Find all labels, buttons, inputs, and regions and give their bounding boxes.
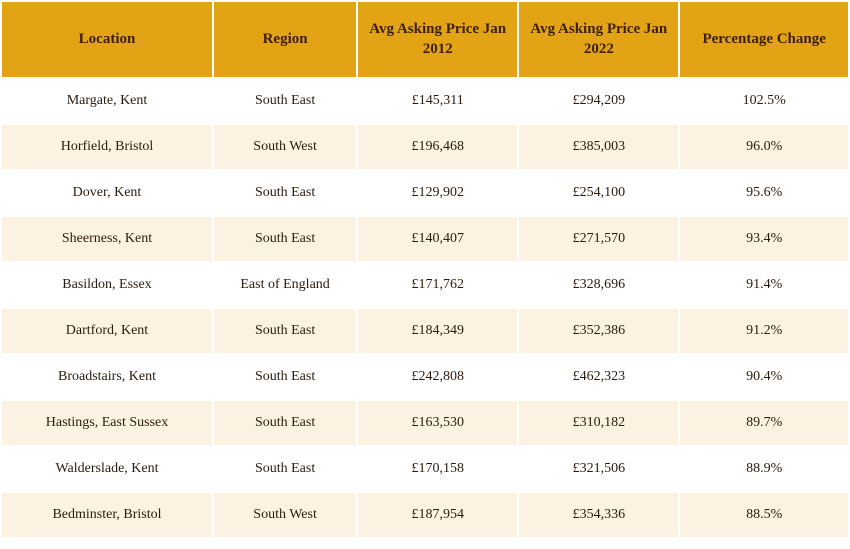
- table-row: Margate, KentSouth East£145,311£294,2091…: [1, 78, 849, 124]
- table-row: Bedminster, BristolSouth West£187,954£35…: [1, 492, 849, 538]
- price-change-table: Location Region Avg Asking Price Jan 201…: [0, 0, 850, 539]
- cell-location: Bedminster, Bristol: [1, 492, 213, 538]
- cell-price-2022: £462,323: [518, 354, 679, 400]
- cell-percentage-change: 96.0%: [679, 124, 849, 170]
- cell-region: South West: [213, 124, 357, 170]
- cell-location: Broadstairs, Kent: [1, 354, 213, 400]
- cell-price-2012: £145,311: [357, 78, 518, 124]
- cell-location: Walderslade, Kent: [1, 446, 213, 492]
- col-percentage-change: Percentage Change: [679, 1, 849, 78]
- cell-region: South West: [213, 492, 357, 538]
- cell-price-2022: £354,336: [518, 492, 679, 538]
- cell-percentage-change: 93.4%: [679, 216, 849, 262]
- table-row: Broadstairs, KentSouth East£242,808£462,…: [1, 354, 849, 400]
- table-row: Walderslade, KentSouth East£170,158£321,…: [1, 446, 849, 492]
- cell-region: South East: [213, 308, 357, 354]
- cell-price-2012: £129,902: [357, 170, 518, 216]
- table-row: Hastings, East SussexSouth East£163,530£…: [1, 400, 849, 446]
- cell-price-2022: £328,696: [518, 262, 679, 308]
- cell-location: Basildon, Essex: [1, 262, 213, 308]
- cell-price-2012: £187,954: [357, 492, 518, 538]
- cell-price-2012: £170,158: [357, 446, 518, 492]
- cell-region: South East: [213, 216, 357, 262]
- cell-region: South East: [213, 400, 357, 446]
- cell-price-2022: £294,209: [518, 78, 679, 124]
- cell-percentage-change: 88.9%: [679, 446, 849, 492]
- cell-price-2022: £385,003: [518, 124, 679, 170]
- cell-percentage-change: 90.4%: [679, 354, 849, 400]
- table-row: Horfield, BristolSouth West£196,468£385,…: [1, 124, 849, 170]
- cell-price-2012: £163,530: [357, 400, 518, 446]
- cell-location: Dover, Kent: [1, 170, 213, 216]
- cell-percentage-change: 95.6%: [679, 170, 849, 216]
- cell-price-2022: £271,570: [518, 216, 679, 262]
- cell-price-2022: £254,100: [518, 170, 679, 216]
- cell-price-2022: £310,182: [518, 400, 679, 446]
- table-row: Sheerness, KentSouth East£140,407£271,57…: [1, 216, 849, 262]
- table-header-row: Location Region Avg Asking Price Jan 201…: [1, 1, 849, 78]
- cell-location: Hastings, East Sussex: [1, 400, 213, 446]
- table-row: Basildon, EssexEast of England£171,762£3…: [1, 262, 849, 308]
- cell-price-2012: £184,349: [357, 308, 518, 354]
- cell-location: Dartford, Kent: [1, 308, 213, 354]
- cell-price-2022: £352,386: [518, 308, 679, 354]
- cell-region: East of England: [213, 262, 357, 308]
- col-location: Location: [1, 1, 213, 78]
- col-price-2012: Avg Asking Price Jan 2012: [357, 1, 518, 78]
- cell-region: South East: [213, 446, 357, 492]
- cell-location: Sheerness, Kent: [1, 216, 213, 262]
- cell-price-2012: £196,468: [357, 124, 518, 170]
- cell-percentage-change: 89.7%: [679, 400, 849, 446]
- col-region: Region: [213, 1, 357, 78]
- cell-percentage-change: 91.2%: [679, 308, 849, 354]
- cell-price-2012: £171,762: [357, 262, 518, 308]
- cell-region: South East: [213, 170, 357, 216]
- table-row: Dover, KentSouth East£129,902£254,10095.…: [1, 170, 849, 216]
- cell-percentage-change: 102.5%: [679, 78, 849, 124]
- cell-percentage-change: 91.4%: [679, 262, 849, 308]
- cell-price-2022: £321,506: [518, 446, 679, 492]
- cell-percentage-change: 88.5%: [679, 492, 849, 538]
- cell-price-2012: £242,808: [357, 354, 518, 400]
- cell-price-2012: £140,407: [357, 216, 518, 262]
- table-row: Dartford, KentSouth East£184,349£352,386…: [1, 308, 849, 354]
- cell-location: Horfield, Bristol: [1, 124, 213, 170]
- cell-location: Margate, Kent: [1, 78, 213, 124]
- cell-region: South East: [213, 354, 357, 400]
- col-price-2022: Avg Asking Price Jan 2022: [518, 1, 679, 78]
- table-body: Margate, KentSouth East£145,311£294,2091…: [1, 78, 849, 538]
- cell-region: South East: [213, 78, 357, 124]
